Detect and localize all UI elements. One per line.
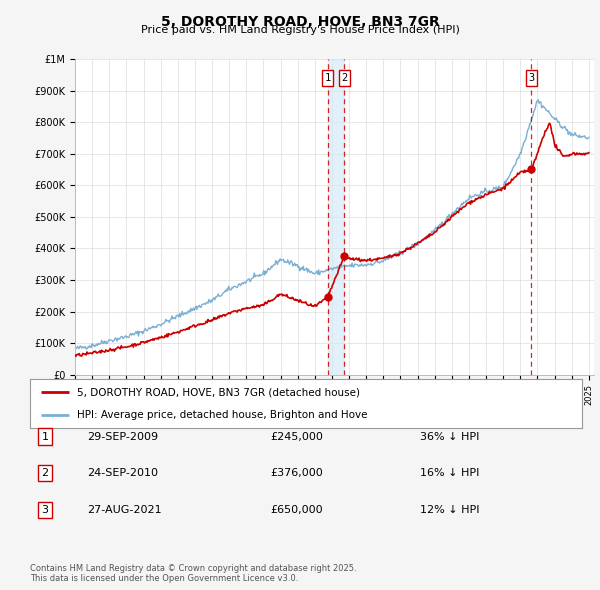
Text: Price paid vs. HM Land Registry's House Price Index (HPI): Price paid vs. HM Land Registry's House … (140, 25, 460, 35)
Text: 1: 1 (325, 73, 331, 83)
Text: 29-SEP-2009: 29-SEP-2009 (87, 432, 158, 441)
Text: Contains HM Land Registry data © Crown copyright and database right 2025.
This d: Contains HM Land Registry data © Crown c… (30, 563, 356, 583)
Text: 5, DOROTHY ROAD, HOVE, BN3 7GR: 5, DOROTHY ROAD, HOVE, BN3 7GR (161, 15, 439, 29)
Text: 27-AUG-2021: 27-AUG-2021 (87, 505, 161, 514)
Text: £245,000: £245,000 (270, 432, 323, 441)
Text: 12% ↓ HPI: 12% ↓ HPI (420, 505, 479, 514)
Text: 36% ↓ HPI: 36% ↓ HPI (420, 432, 479, 441)
Text: £650,000: £650,000 (270, 505, 323, 514)
Text: 2: 2 (341, 73, 347, 83)
Bar (328, 59, 344, 375)
Text: 3: 3 (529, 73, 535, 83)
Text: HPI: Average price, detached house, Brighton and Hove: HPI: Average price, detached house, Brig… (77, 409, 367, 419)
Text: 24-SEP-2010: 24-SEP-2010 (87, 468, 158, 478)
Text: 5, DOROTHY ROAD, HOVE, BN3 7GR (detached house): 5, DOROTHY ROAD, HOVE, BN3 7GR (detached… (77, 388, 360, 398)
Text: 16% ↓ HPI: 16% ↓ HPI (420, 468, 479, 478)
Text: 2: 2 (41, 468, 49, 478)
Text: £376,000: £376,000 (270, 468, 323, 478)
Text: 3: 3 (41, 505, 49, 514)
Text: 1: 1 (41, 432, 49, 441)
